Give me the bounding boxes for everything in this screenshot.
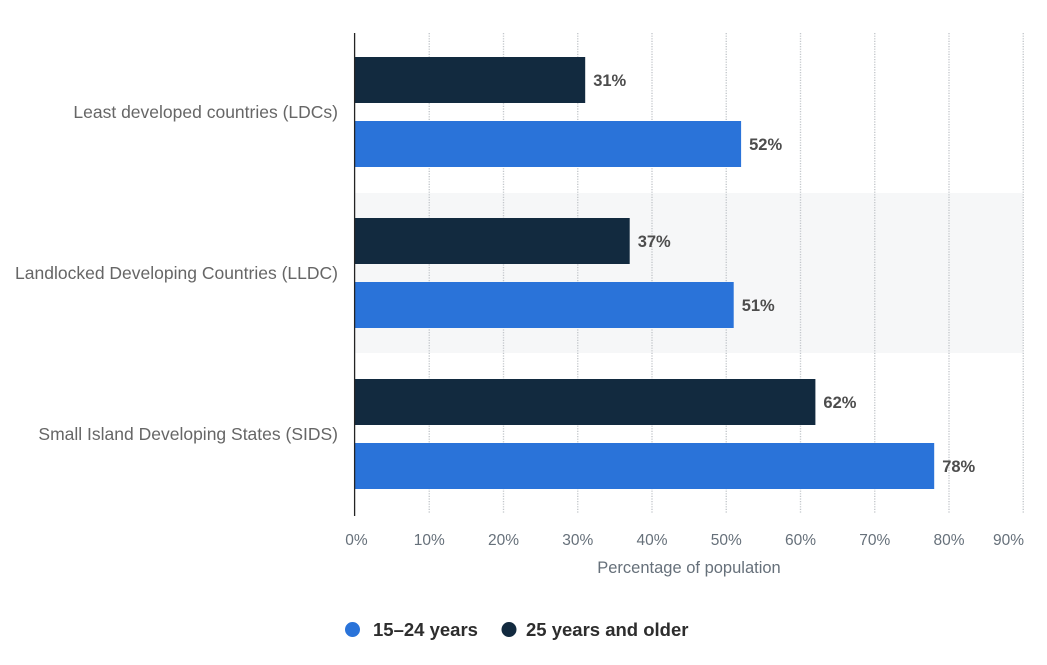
svg-text:37%: 37% <box>638 233 671 251</box>
svg-text:Least developed countries (LDC: Least developed countries (LDCs) <box>73 102 338 122</box>
svg-text:Landlocked Developing Countrie: Landlocked Developing Countries (LLDC) <box>15 263 338 283</box>
svg-text:90%: 90% <box>993 532 1024 549</box>
svg-text:30%: 30% <box>562 532 593 549</box>
svg-text:60%: 60% <box>785 532 816 549</box>
svg-text:40%: 40% <box>636 532 667 549</box>
svg-text:Percentage of population: Percentage of population <box>597 559 780 577</box>
svg-text:50%: 50% <box>711 532 742 549</box>
svg-text:25 years and older: 25 years and older <box>526 619 688 640</box>
svg-text:Small Island Developing States: Small Island Developing States (SIDS) <box>38 424 338 444</box>
svg-text:15–24 years: 15–24 years <box>373 619 478 640</box>
svg-text:51%: 51% <box>742 297 775 315</box>
svg-text:0%: 0% <box>345 532 368 549</box>
svg-text:62%: 62% <box>823 394 856 412</box>
svg-text:20%: 20% <box>488 532 519 549</box>
svg-text:52%: 52% <box>749 136 782 154</box>
svg-text:31%: 31% <box>593 72 626 90</box>
svg-text:80%: 80% <box>933 532 964 549</box>
svg-text:70%: 70% <box>859 532 890 549</box>
svg-text:78%: 78% <box>942 458 975 476</box>
svg-text:10%: 10% <box>414 532 445 549</box>
